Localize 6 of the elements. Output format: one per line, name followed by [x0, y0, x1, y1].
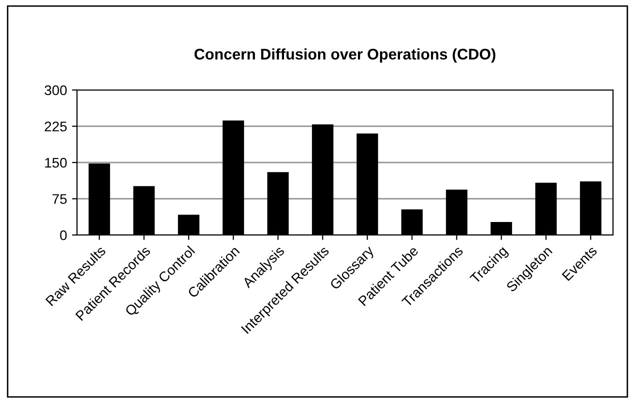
y-tick-label: 150: [45, 158, 67, 168]
y-tick-label: 225: [44, 122, 67, 132]
y-tick-label: 0: [60, 230, 67, 240]
chart-title: Concern Diffusion over Operations (CDO): [194, 48, 496, 63]
y-tick-label: 75: [52, 194, 67, 204]
y-tick-label: 300: [44, 85, 67, 96]
